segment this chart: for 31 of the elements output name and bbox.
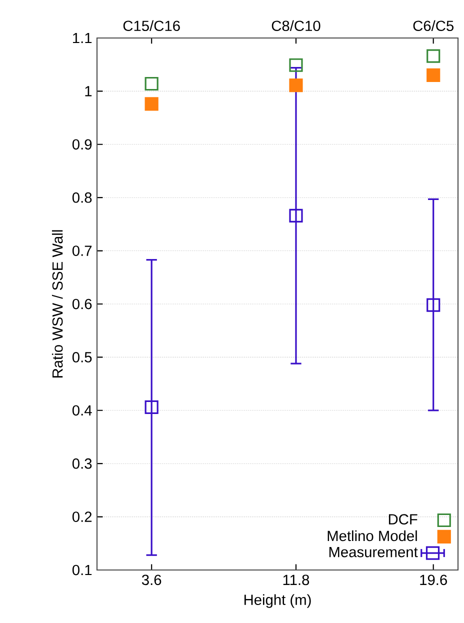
y-axis-title: Ratio WSW / SSE Wall	[52, 230, 63, 378]
y-tick-label: 0.8	[72, 192, 92, 203]
y-tick-label: 0.9	[72, 139, 92, 150]
y-tick-label: 1	[85, 86, 92, 96]
point	[144, 76, 158, 91]
point	[426, 298, 440, 312]
annotation: C8/C10	[272, 20, 320, 32]
x-tick-label: 19.6	[420, 574, 447, 586]
annotation: C15/C16	[123, 20, 180, 32]
point	[289, 58, 303, 72]
point	[289, 78, 303, 92]
y-tick-label: 1.1	[73, 32, 92, 44]
y-tick-label: 0.2	[72, 512, 92, 522]
y-tick-label: 0.3	[72, 458, 92, 469]
y-tick-label: 0.4	[72, 405, 92, 416]
point	[426, 49, 440, 63]
point	[289, 208, 303, 222]
y-tick-label: 0.1	[72, 564, 92, 576]
legend-label: DCF	[388, 514, 418, 525]
y-tick-label: 0.5	[72, 352, 92, 362]
annotation: C6/C5	[413, 20, 454, 32]
y-tick-label: 0.6	[72, 298, 92, 310]
x-tick-label: 11.8	[283, 574, 310, 586]
legend-label: Measurement	[329, 547, 418, 558]
x-axis-title: Height (m)	[244, 594, 311, 608]
x-tick-label: 3.6	[142, 574, 162, 586]
y-tick-label: 0.7	[72, 246, 92, 256]
point	[426, 68, 440, 82]
point	[144, 400, 158, 414]
point	[144, 97, 158, 111]
legend-label: Metlino Model	[328, 530, 417, 542]
